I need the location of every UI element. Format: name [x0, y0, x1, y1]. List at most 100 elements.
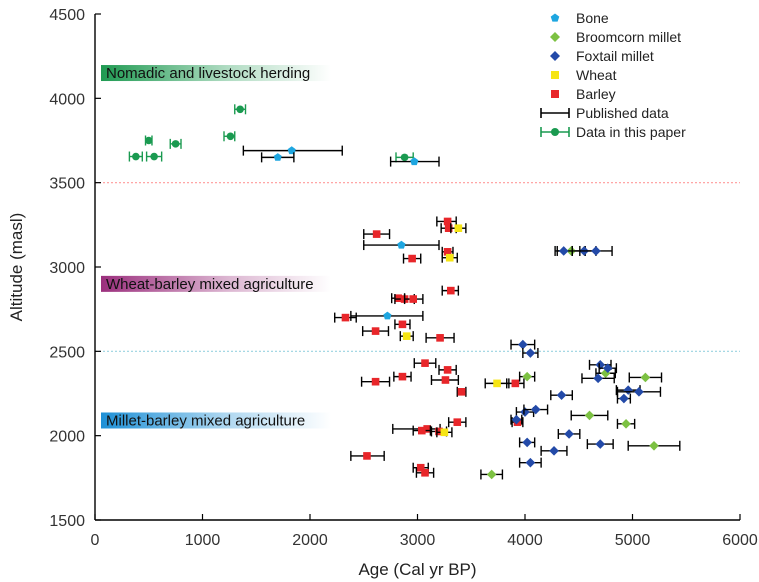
data-marker	[398, 372, 407, 381]
data-point	[579, 245, 613, 256]
x-tick-label: 2000	[292, 532, 328, 549]
data-marker	[593, 373, 603, 384]
x-tick-label: 4000	[507, 532, 543, 549]
data-marker	[421, 359, 429, 367]
data-marker	[409, 295, 417, 303]
legend-item: Published data	[540, 105, 669, 121]
period-band	[101, 412, 331, 429]
data-point	[438, 364, 457, 375]
period-bands: Nomadic and livestock herding Wheat-barle…	[101, 65, 331, 429]
data-marker	[418, 426, 426, 435]
legend-item: Broomcorn millet	[550, 29, 681, 45]
data-point	[450, 223, 467, 234]
data-marker	[371, 377, 380, 386]
data-marker	[236, 105, 244, 114]
legend-label: Bone	[576, 10, 609, 26]
data-point	[412, 425, 432, 436]
data-point	[425, 332, 455, 343]
data-point	[413, 358, 437, 369]
data-point	[234, 104, 247, 115]
data-marker	[441, 376, 450, 384]
data-marker	[445, 253, 454, 262]
data-marker	[447, 286, 455, 295]
legend-swatch	[551, 90, 559, 98]
data-point	[557, 428, 581, 439]
data-marker	[600, 368, 611, 379]
data-marker	[453, 418, 462, 426]
y-tick-label: 2000	[49, 429, 85, 446]
reference-lines	[95, 182, 740, 352]
data-marker	[619, 393, 629, 404]
data-marker	[443, 248, 452, 256]
data-point	[570, 410, 609, 421]
data-marker	[444, 224, 453, 233]
legend-swatch	[550, 32, 560, 42]
x-tick-label: 5000	[615, 532, 651, 549]
data-marker	[595, 439, 606, 449]
data-point	[415, 467, 435, 478]
y-tick-label: 4500	[49, 7, 85, 24]
data-point	[363, 240, 440, 251]
data-point	[169, 138, 182, 149]
data-marker	[522, 437, 532, 448]
data-point	[403, 294, 424, 305]
data-point	[518, 457, 542, 468]
period-band-label: Nomadic and livestock herding	[106, 65, 310, 82]
data-marker	[549, 446, 559, 456]
x-tick-label: 6000	[722, 532, 758, 549]
data-point	[456, 386, 467, 397]
data-point	[540, 445, 568, 456]
data-marker	[150, 152, 158, 161]
data-marker	[341, 313, 350, 322]
y-tick-label: 3500	[49, 176, 85, 193]
legend-label: Barley	[576, 86, 616, 102]
data-point	[145, 151, 163, 162]
data-point	[628, 372, 663, 383]
data-point	[363, 229, 391, 240]
data-point	[581, 373, 615, 384]
y-tick-label: 2500	[49, 344, 85, 361]
data-marker	[525, 457, 536, 468]
data-marker	[416, 463, 425, 472]
data-marker	[457, 388, 466, 396]
legend-swatch-dot	[551, 128, 559, 136]
y-tick-label: 1500	[49, 513, 85, 530]
legend: Bone Broomcorn millet Foxtail millet Wheat B…	[540, 10, 686, 140]
x-tick-label: 0	[91, 532, 100, 549]
data-point	[360, 376, 391, 387]
data-points	[128, 104, 681, 480]
data-point	[523, 404, 549, 415]
data-marker	[398, 320, 407, 329]
data-marker	[640, 372, 651, 383]
data-point	[518, 437, 536, 448]
data-point	[399, 331, 414, 342]
x-axis-title: Age (Cal yr BP)	[358, 560, 476, 579]
data-marker	[132, 152, 140, 161]
data-point	[480, 469, 504, 480]
data-point	[510, 339, 536, 350]
data-marker	[511, 414, 522, 425]
y-axis-title: Altitude (masl)	[7, 213, 26, 322]
data-marker	[493, 379, 501, 388]
data-marker	[558, 246, 569, 256]
y-tick-label: 3000	[49, 260, 85, 277]
period-band	[101, 275, 331, 292]
data-marker	[443, 217, 452, 226]
data-point	[616, 393, 632, 404]
data-point	[616, 418, 636, 429]
data-marker	[421, 468, 429, 477]
data-marker	[649, 440, 659, 451]
legend-swatch	[550, 13, 560, 22]
data-marker	[435, 427, 443, 436]
data-marker	[372, 230, 381, 238]
data-point	[515, 407, 535, 418]
data-marker	[634, 387, 644, 397]
data-point	[550, 390, 573, 401]
data-point	[334, 312, 357, 323]
data-point	[260, 152, 295, 163]
data-point	[392, 423, 441, 434]
data-marker	[486, 469, 497, 480]
data-point	[393, 371, 412, 382]
legend-item: Barley	[551, 86, 616, 102]
data-point	[144, 135, 153, 146]
